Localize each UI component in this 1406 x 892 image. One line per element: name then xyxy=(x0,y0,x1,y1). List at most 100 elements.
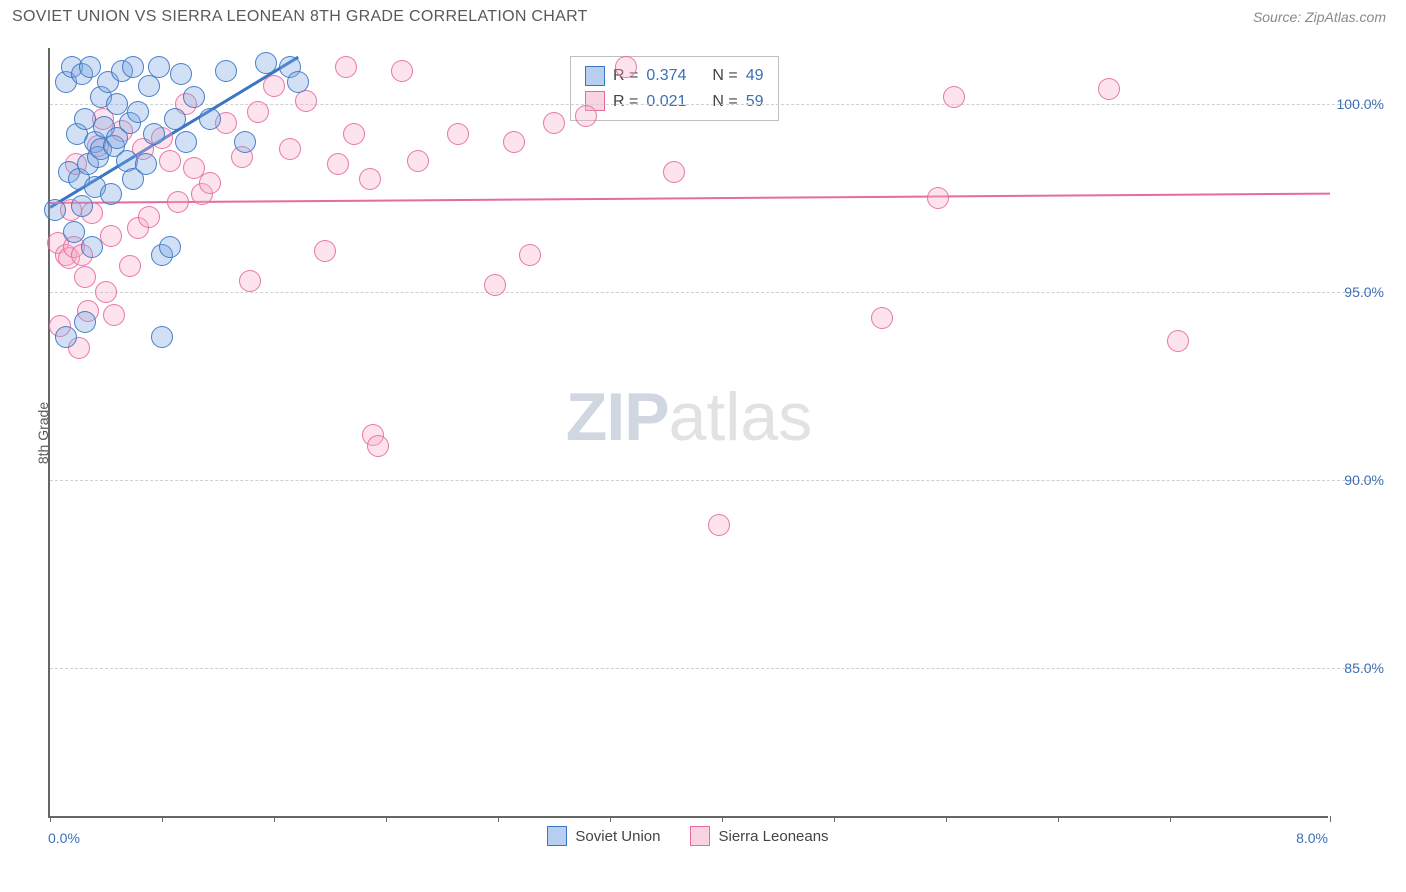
y-tick-label: 90.0% xyxy=(1344,472,1384,488)
data-point xyxy=(127,101,149,123)
x-tick xyxy=(610,816,611,822)
data-point xyxy=(74,311,96,333)
data-point xyxy=(138,206,160,228)
r-value-sierra: 0.021 xyxy=(646,89,686,115)
watermark: ZIPatlas xyxy=(566,378,812,456)
data-point xyxy=(359,168,381,190)
y-tick-label: 95.0% xyxy=(1344,284,1384,300)
data-point xyxy=(927,187,949,209)
grid-line xyxy=(50,668,1380,669)
watermark-atlas: atlas xyxy=(669,379,813,455)
data-point xyxy=(575,105,597,127)
data-point xyxy=(287,71,309,93)
stats-row-soviet: R = 0.374 N = 49 xyxy=(585,63,764,89)
data-point xyxy=(314,240,336,262)
data-point xyxy=(175,131,197,153)
watermark-zip: ZIP xyxy=(566,379,669,455)
r-label: R = xyxy=(613,89,638,115)
legend-swatch-soviet xyxy=(547,826,567,846)
legend-item-sierra: Sierra Leoneans xyxy=(690,826,828,846)
data-point xyxy=(247,101,269,123)
data-point xyxy=(122,56,144,78)
data-point xyxy=(44,199,66,221)
data-point xyxy=(615,56,637,78)
n-value-sierra: 59 xyxy=(746,89,764,115)
data-point xyxy=(255,52,277,74)
x-tick xyxy=(1058,816,1059,822)
grid-line xyxy=(50,292,1380,293)
data-point xyxy=(295,90,317,112)
data-point xyxy=(183,86,205,108)
data-point xyxy=(663,161,685,183)
data-point xyxy=(138,75,160,97)
stats-legend-box: R = 0.374 N = 49 R = 0.021 N = 59 xyxy=(570,56,779,121)
data-point xyxy=(100,183,122,205)
legend-label-soviet: Soviet Union xyxy=(575,828,660,845)
data-point xyxy=(151,326,173,348)
data-point xyxy=(335,56,357,78)
x-tick xyxy=(386,816,387,822)
data-point xyxy=(135,153,157,175)
data-point xyxy=(159,236,181,258)
n-value-soviet: 49 xyxy=(746,63,764,89)
x-tick xyxy=(498,816,499,822)
x-tick xyxy=(162,816,163,822)
data-point xyxy=(103,304,125,326)
data-point xyxy=(503,131,525,153)
x-tick xyxy=(1330,816,1331,822)
data-point xyxy=(484,274,506,296)
data-point xyxy=(279,138,301,160)
data-point xyxy=(74,266,96,288)
x-tick xyxy=(722,816,723,822)
data-point xyxy=(367,435,389,457)
data-point xyxy=(1098,78,1120,100)
y-tick-label: 100.0% xyxy=(1337,96,1384,112)
data-point xyxy=(543,112,565,134)
data-point xyxy=(519,244,541,266)
stats-row-sierra: R = 0.021 N = 59 xyxy=(585,89,764,115)
data-point xyxy=(1167,330,1189,352)
data-point xyxy=(95,281,117,303)
x-tick xyxy=(946,816,947,822)
x-tick xyxy=(50,816,51,822)
bottom-legend: Soviet Union Sierra Leoneans xyxy=(48,826,1328,846)
plot-area: ZIPatlas R = 0.374 N = 49 R = 0.021 N = … xyxy=(48,48,1328,818)
x-tick xyxy=(1170,816,1171,822)
data-point xyxy=(943,86,965,108)
data-point xyxy=(159,150,181,172)
n-label: N = xyxy=(712,89,737,115)
data-point xyxy=(167,191,189,213)
data-point xyxy=(391,60,413,82)
data-point xyxy=(327,153,349,175)
data-point xyxy=(148,56,170,78)
data-point xyxy=(239,270,261,292)
y-tick-label: 85.0% xyxy=(1344,660,1384,676)
source-credit: Source: ZipAtlas.com xyxy=(1253,9,1386,25)
data-point xyxy=(708,514,730,536)
data-point xyxy=(447,123,469,145)
data-point xyxy=(871,307,893,329)
data-point xyxy=(55,326,77,348)
data-point xyxy=(215,60,237,82)
data-point xyxy=(407,150,429,172)
data-point xyxy=(143,123,165,145)
x-tick xyxy=(274,816,275,822)
chart-title: SOVIET UNION VS SIERRA LEONEAN 8TH GRADE… xyxy=(12,8,588,26)
legend-label-sierra: Sierra Leoneans xyxy=(718,828,828,845)
data-point xyxy=(343,123,365,145)
data-point xyxy=(81,236,103,258)
plot-container: 8th Grade ZIPatlas R = 0.374 N = 49 R = … xyxy=(48,48,1388,818)
data-point xyxy=(263,75,285,97)
data-point xyxy=(119,255,141,277)
swatch-soviet xyxy=(585,66,605,86)
n-label: N = xyxy=(712,63,737,89)
data-point xyxy=(199,172,221,194)
trend-line xyxy=(50,193,1330,204)
data-point xyxy=(170,63,192,85)
legend-swatch-sierra xyxy=(690,826,710,846)
r-value-soviet: 0.374 xyxy=(646,63,686,89)
legend-item-soviet: Soviet Union xyxy=(547,826,660,846)
grid-line xyxy=(50,480,1380,481)
data-point xyxy=(199,108,221,130)
data-point xyxy=(100,225,122,247)
